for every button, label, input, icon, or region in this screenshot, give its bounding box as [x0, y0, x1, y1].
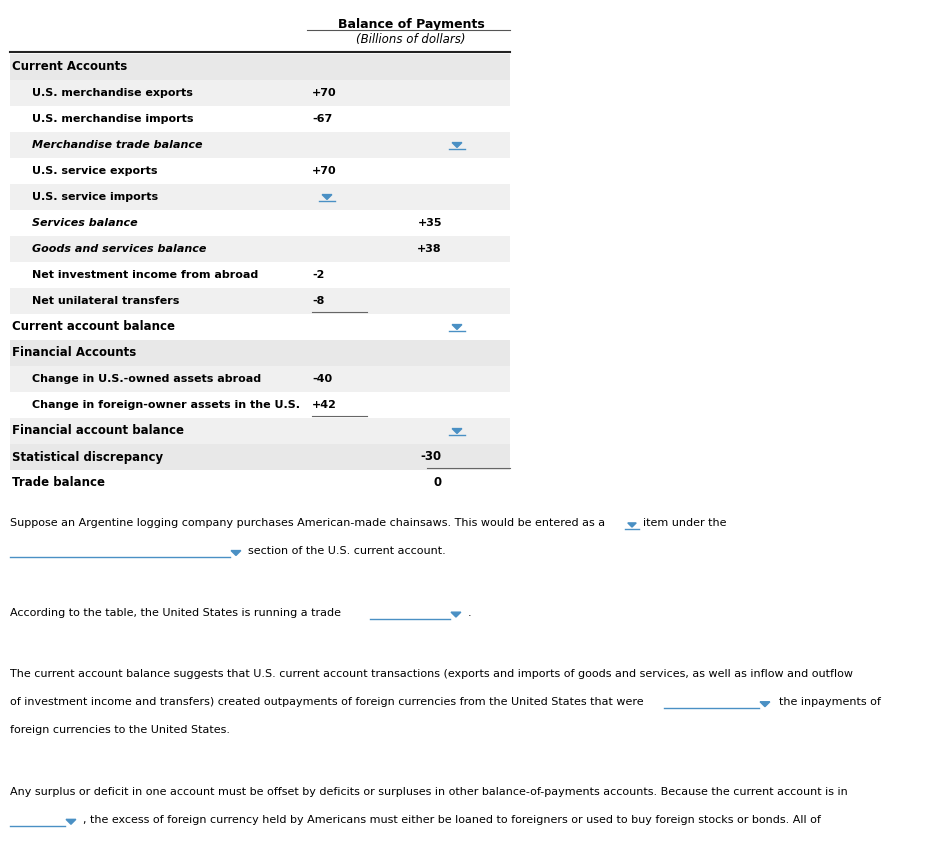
Text: -67: -67 — [312, 114, 332, 124]
Polygon shape — [628, 523, 636, 527]
Text: Goods and services balance: Goods and services balance — [32, 244, 206, 254]
Bar — [10, 80, 510, 106]
Bar — [10, 366, 510, 392]
Text: Merchandise trade balance: Merchandise trade balance — [32, 140, 203, 150]
Text: (Billions of dollars): (Billions of dollars) — [356, 33, 466, 46]
Text: -30: -30 — [421, 450, 442, 464]
Text: +70: +70 — [312, 166, 337, 176]
Bar — [10, 418, 510, 444]
Text: 0: 0 — [434, 476, 442, 490]
Text: section of the U.S. current account.: section of the U.S. current account. — [248, 546, 446, 556]
Bar — [10, 340, 510, 366]
Text: -40: -40 — [312, 374, 332, 384]
Text: U.S. service exports: U.S. service exports — [32, 166, 158, 176]
Text: +70: +70 — [312, 88, 337, 98]
Bar — [10, 288, 510, 314]
Polygon shape — [451, 612, 461, 617]
Text: Services balance: Services balance — [32, 218, 138, 228]
Text: Current Accounts: Current Accounts — [12, 61, 128, 73]
Text: U.S. merchandise exports: U.S. merchandise exports — [32, 88, 193, 98]
Bar — [10, 444, 510, 470]
Bar — [10, 184, 510, 210]
Polygon shape — [322, 195, 332, 200]
Text: the inpayments of: the inpayments of — [779, 697, 881, 707]
Text: Change in foreign-owner assets in the U.S.: Change in foreign-owner assets in the U.… — [32, 400, 300, 410]
Text: , the excess of foreign currency held by Americans must either be loaned to fore: , the excess of foreign currency held by… — [83, 815, 821, 824]
Text: Any surplus or deficit in one account must be offset by deficits or surpluses in: Any surplus or deficit in one account mu… — [10, 787, 848, 797]
Text: U.S. service imports: U.S. service imports — [32, 192, 159, 202]
Polygon shape — [231, 550, 241, 556]
Text: Financial Accounts: Financial Accounts — [12, 346, 136, 359]
Text: Suppose an Argentine logging company purchases American-made chainsaws. This wou: Suppose an Argentine logging company pur… — [10, 518, 605, 528]
Text: Balance of Payments: Balance of Payments — [338, 18, 484, 31]
Text: foreign currencies to the United States.: foreign currencies to the United States. — [10, 725, 230, 735]
Text: -8: -8 — [312, 296, 325, 306]
Text: -2: -2 — [312, 270, 325, 280]
Bar — [10, 132, 510, 158]
Text: of investment income and transfers) created outpayments of foreign currencies fr: of investment income and transfers) crea… — [10, 697, 643, 707]
Polygon shape — [452, 428, 461, 433]
Text: Financial account balance: Financial account balance — [12, 425, 184, 438]
Text: .: . — [468, 608, 472, 618]
Text: +42: +42 — [312, 400, 337, 410]
Text: item under the: item under the — [643, 518, 727, 528]
Bar — [10, 54, 510, 80]
Text: +35: +35 — [417, 218, 442, 228]
Polygon shape — [452, 325, 461, 330]
Polygon shape — [452, 142, 461, 148]
Text: According to the table, the United States is running a trade: According to the table, the United State… — [10, 608, 341, 618]
Text: Change in U.S.-owned assets abroad: Change in U.S.-owned assets abroad — [32, 374, 261, 384]
Text: U.S. merchandise imports: U.S. merchandise imports — [32, 114, 193, 124]
Text: Current account balance: Current account balance — [12, 320, 175, 334]
Text: Statistical discrepancy: Statistical discrepancy — [12, 450, 163, 464]
Text: Net unilateral transfers: Net unilateral transfers — [32, 296, 179, 306]
Text: Net investment income from abroad: Net investment income from abroad — [32, 270, 258, 280]
Text: +38: +38 — [417, 244, 442, 254]
Bar — [10, 236, 510, 262]
Text: Trade balance: Trade balance — [12, 476, 105, 490]
Text: The current account balance suggests that U.S. current account transactions (exp: The current account balance suggests tha… — [10, 669, 853, 679]
Polygon shape — [66, 819, 76, 824]
Polygon shape — [760, 701, 770, 706]
